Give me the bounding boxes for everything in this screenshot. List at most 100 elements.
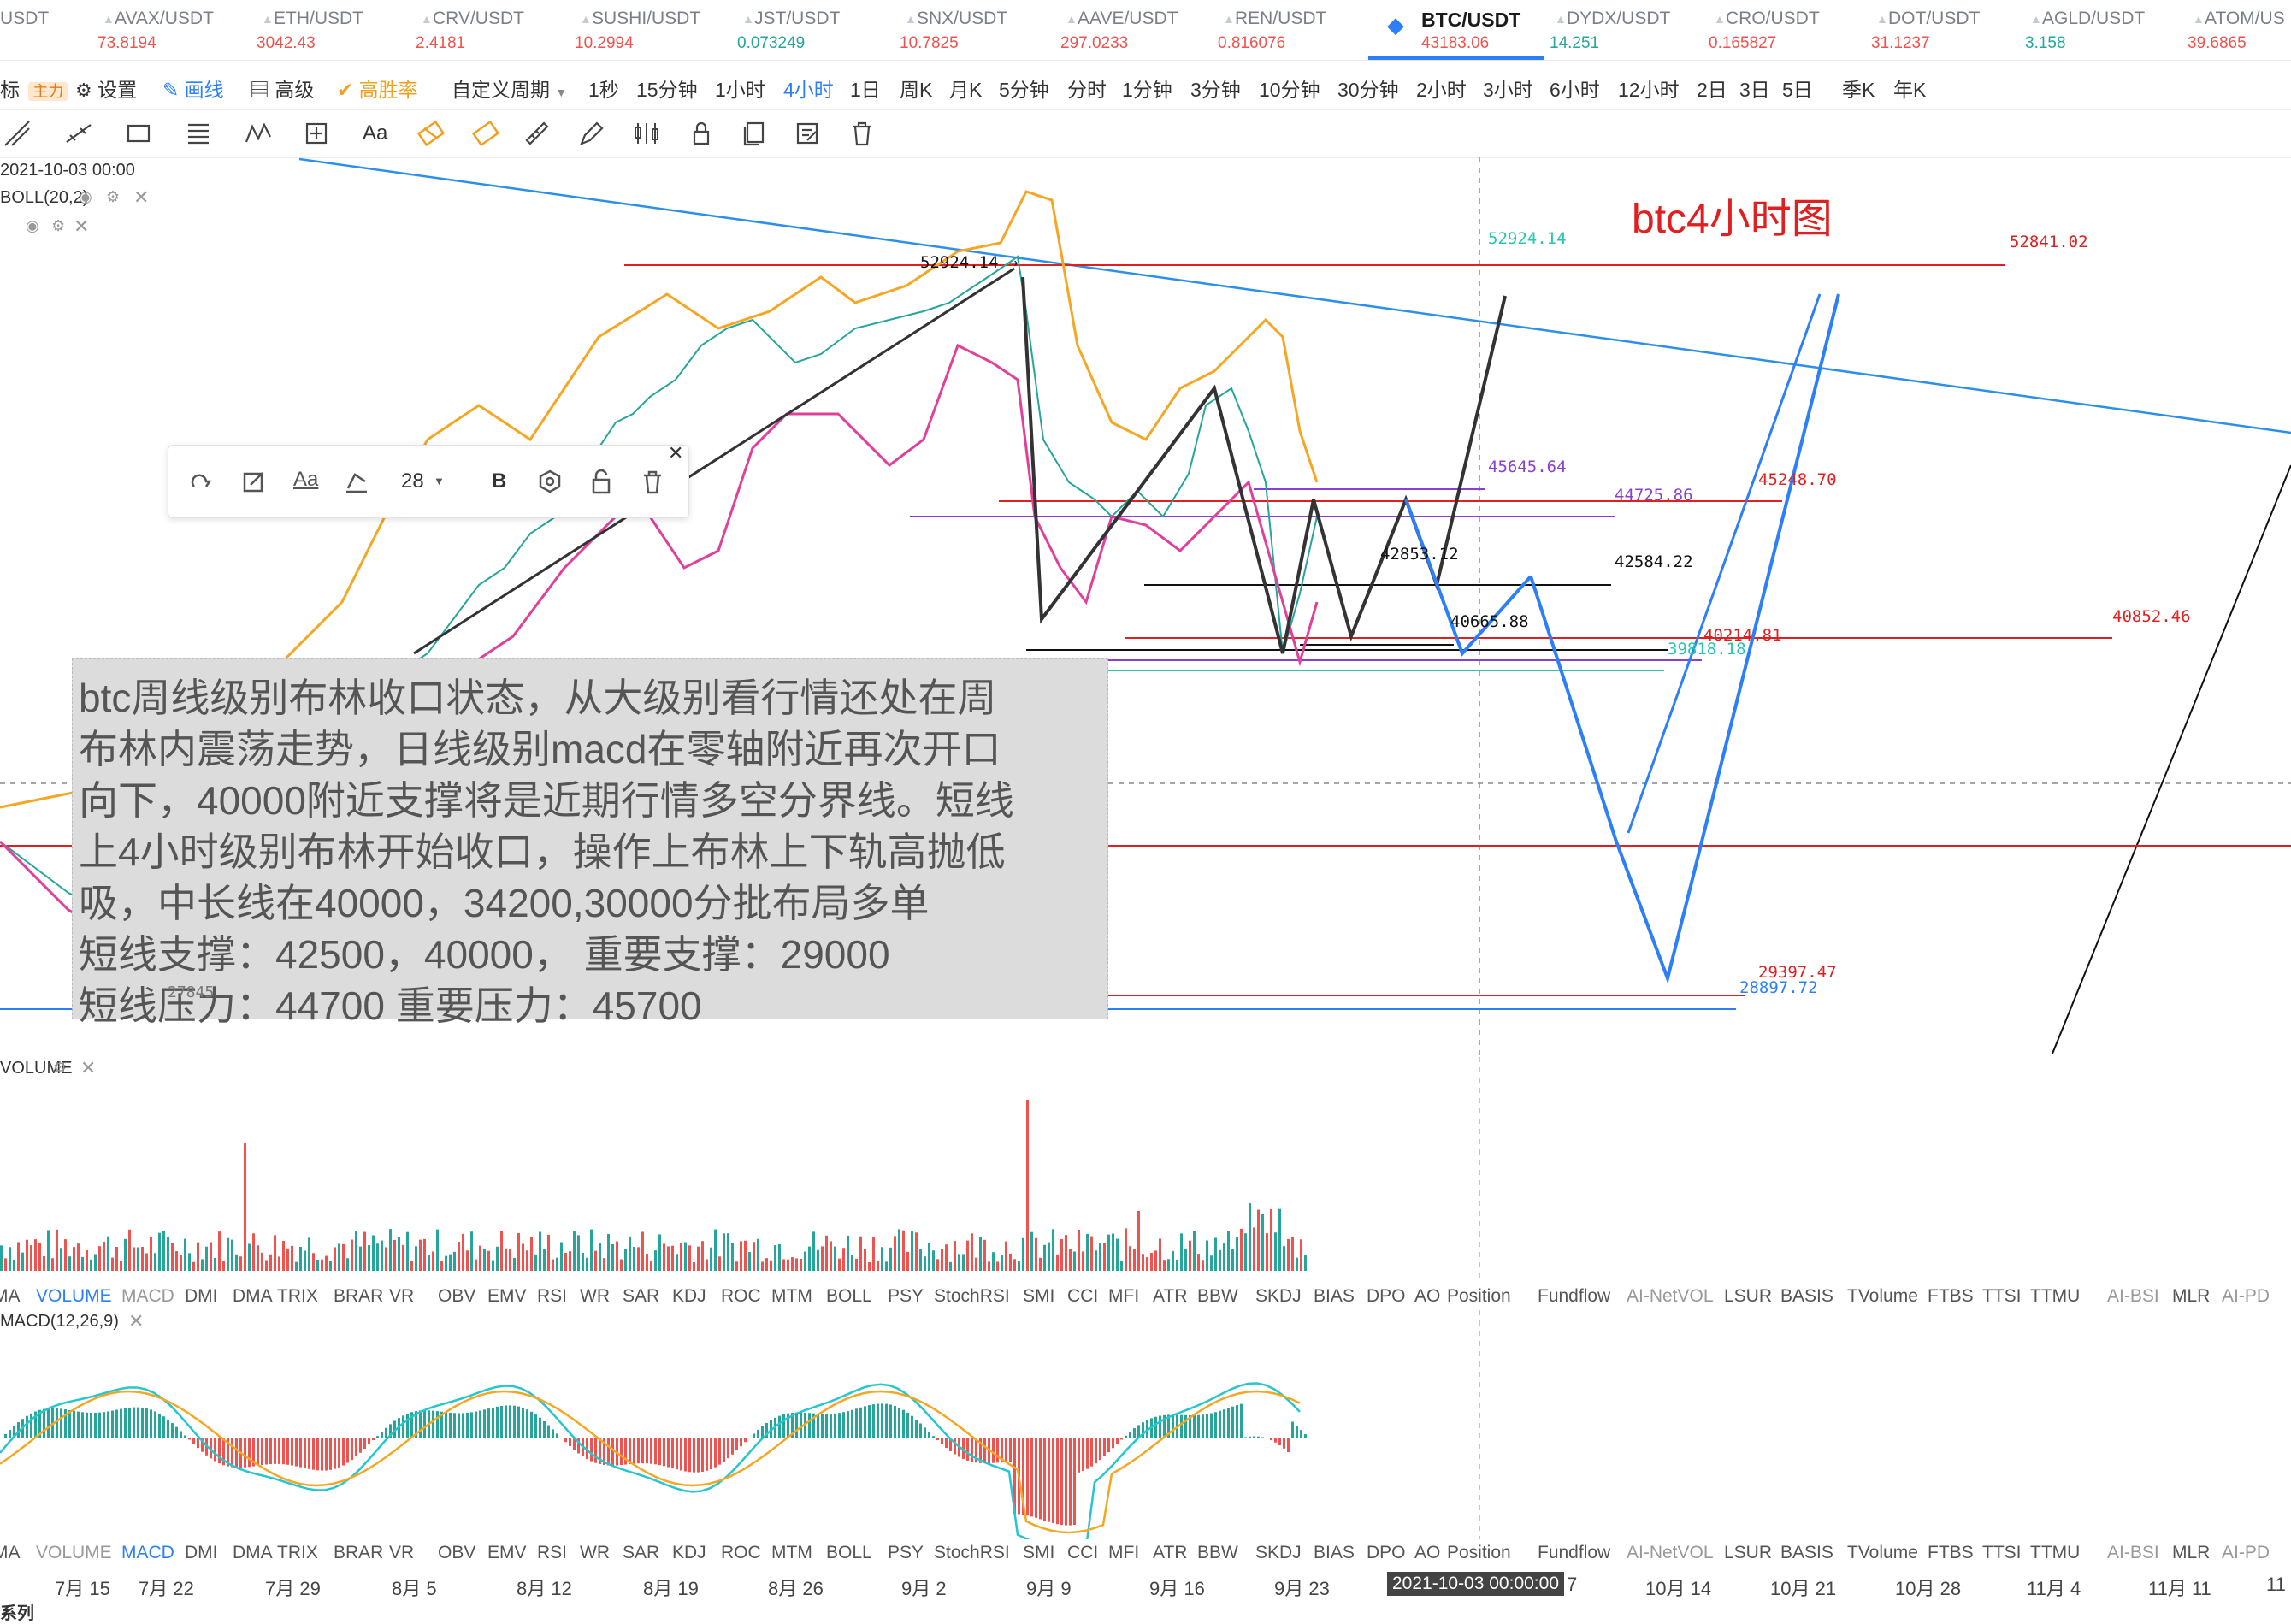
indicator-tab[interactable]: MACD xyxy=(121,1543,174,1563)
close-icon[interactable]: ✕ xyxy=(133,186,149,209)
indicator-tab[interactable]: DMI xyxy=(185,1543,218,1563)
indicator-tab[interactable]: RSI xyxy=(537,1543,567,1563)
pencil-icon[interactable] xyxy=(575,116,609,151)
indicator-tab[interactable]: MLR xyxy=(2172,1286,2210,1307)
period-tab[interactable]: 10分钟 xyxy=(1259,74,1320,103)
period-tab[interactable]: 3分钟 xyxy=(1190,74,1241,103)
indicator-tab[interactable]: MFI xyxy=(1108,1543,1139,1563)
period-tab[interactable]: 年K xyxy=(1893,74,1926,103)
period-tab[interactable]: 5分钟 xyxy=(999,74,1049,103)
highlight-icon[interactable] xyxy=(340,464,374,499)
indicator-tab[interactable]: StochRSI xyxy=(934,1286,1010,1307)
measure-icon[interactable] xyxy=(299,116,334,151)
indicator-tab[interactable]: TTMU xyxy=(2030,1543,2080,1563)
indicator-tab[interactable]: BRAR xyxy=(334,1543,383,1563)
indicator-tab[interactable]: TRIX xyxy=(277,1543,318,1563)
close-icon[interactable]: ✕ xyxy=(74,216,89,238)
indicator-tab[interactable]: OBV xyxy=(438,1543,475,1563)
settings-icon[interactable] xyxy=(533,464,567,499)
period-tab[interactable]: 1分钟 xyxy=(1122,74,1172,103)
indicator-tab[interactable]: MLR xyxy=(2172,1543,2210,1563)
indicator-tab[interactable]: ATR xyxy=(1153,1543,1187,1563)
indicator-tab[interactable]: WR xyxy=(580,1286,610,1307)
high-winrate-button[interactable]: ✔ 高胜率 xyxy=(337,74,418,103)
custom-period-dropdown[interactable]: 自定义周期 ▼ xyxy=(452,74,567,103)
period-tab[interactable]: 1秒 xyxy=(588,74,619,103)
trash-icon[interactable] xyxy=(845,116,879,151)
indicator-tab[interactable]: ATR xyxy=(1153,1286,1187,1307)
text-icon[interactable]: Aa xyxy=(359,116,393,151)
indicator-tab[interactable]: AI-PD xyxy=(2222,1286,2270,1307)
copy-icon[interactable] xyxy=(737,116,771,151)
candle-icon[interactable] xyxy=(629,116,664,151)
bold-button[interactable]: B xyxy=(481,464,516,499)
period-tab[interactable]: 分时 xyxy=(1067,74,1107,103)
period-tab[interactable]: 30分钟 xyxy=(1337,74,1399,103)
indicator-tab[interactable]: DMI xyxy=(185,1286,218,1307)
indicator-tab[interactable]: BRAR xyxy=(334,1286,383,1307)
period-tab[interactable]: 季K xyxy=(1842,74,1875,103)
indicator-tab[interactable]: AI-BSI xyxy=(2107,1286,2159,1307)
indicator-tab[interactable]: Position xyxy=(1447,1543,1511,1563)
indicator-tab[interactable]: SMI xyxy=(1023,1543,1054,1563)
indicator-tab[interactable]: VOLUME xyxy=(36,1286,112,1307)
indicator-tab[interactable]: TTMU xyxy=(2030,1286,2080,1307)
period-tab[interactable]: 2日 xyxy=(1697,74,1727,103)
indicator-tab[interactable]: LSUR xyxy=(1724,1543,1772,1563)
close-icon[interactable]: ✕ xyxy=(80,1057,96,1079)
period-tab[interactable]: 15分钟 xyxy=(636,74,698,103)
period-tab[interactable]: 月K xyxy=(949,74,982,103)
gear-icon[interactable]: ⚙ xyxy=(53,1059,67,1077)
macd-panel[interactable]: MACD(12,26,9) ✕ xyxy=(0,1310,2291,1539)
period-tab[interactable]: 周K xyxy=(900,74,932,103)
indicator-tab[interactable]: BOLL xyxy=(826,1286,872,1307)
indicator-tab[interactable]: PSY xyxy=(888,1543,924,1563)
indicator-tab[interactable]: DMA xyxy=(233,1286,273,1307)
indicator-tab[interactable]: AI-NetVOL xyxy=(1627,1543,1714,1563)
indicator-tab[interactable]: AO xyxy=(1414,1543,1440,1563)
wave-icon[interactable] xyxy=(241,116,275,151)
lock-icon[interactable] xyxy=(684,116,718,151)
indicator-tab[interactable]: BBW xyxy=(1197,1286,1238,1307)
indicator-tab[interactable]: BBW xyxy=(1197,1543,1238,1563)
indicator-tab[interactable]: LSUR xyxy=(1724,1286,1772,1307)
indicator-tab[interactable]: BASIS xyxy=(1780,1543,1833,1563)
indicator-tab[interactable]: Position xyxy=(1447,1286,1511,1307)
indicator-tab[interactable]: ROC xyxy=(721,1543,761,1563)
period-tab[interactable]: 4小时 xyxy=(783,74,834,103)
main-badge[interactable]: 主力 xyxy=(28,82,68,101)
brush-icon[interactable] xyxy=(414,116,448,151)
indicator-tab[interactable]: TVolume xyxy=(1847,1286,1918,1307)
indicator-tab[interactable]: KDJ xyxy=(672,1543,706,1563)
indicator-tab[interactable]: MTM xyxy=(771,1543,812,1563)
indicator-tab[interactable]: TTSI xyxy=(1982,1543,2022,1563)
indicator-tab[interactable]: SKDJ xyxy=(1255,1543,1302,1563)
indicator-tab[interactable]: Fundflow xyxy=(1538,1543,1610,1563)
period-tab[interactable]: 1日 xyxy=(850,74,881,103)
period-tab[interactable]: 3小时 xyxy=(1483,74,1533,103)
lock-icon[interactable] xyxy=(584,464,618,499)
period-tab[interactable]: 6小时 xyxy=(1550,74,1600,103)
indicator-tab[interactable]: MFI xyxy=(1108,1286,1139,1307)
indicator-tab[interactable]: WR xyxy=(580,1543,610,1563)
indicator-tab[interactable]: BIAS xyxy=(1314,1543,1355,1563)
indicator-tab[interactable]: VR xyxy=(389,1286,414,1307)
edit-icon[interactable] xyxy=(237,464,271,499)
crosshair-icon[interactable] xyxy=(0,116,34,151)
trendline-icon[interactable] xyxy=(62,116,96,151)
font-size-select[interactable]: 28▼ xyxy=(391,464,459,499)
fib-icon[interactable] xyxy=(181,116,216,151)
ruler-icon[interactable] xyxy=(520,116,554,151)
period-tab[interactable]: 12小时 xyxy=(1618,74,1680,103)
advanced-button[interactable]: ▤ 高级 xyxy=(250,74,314,103)
indicator-tab[interactable]: SMI xyxy=(1023,1286,1054,1307)
